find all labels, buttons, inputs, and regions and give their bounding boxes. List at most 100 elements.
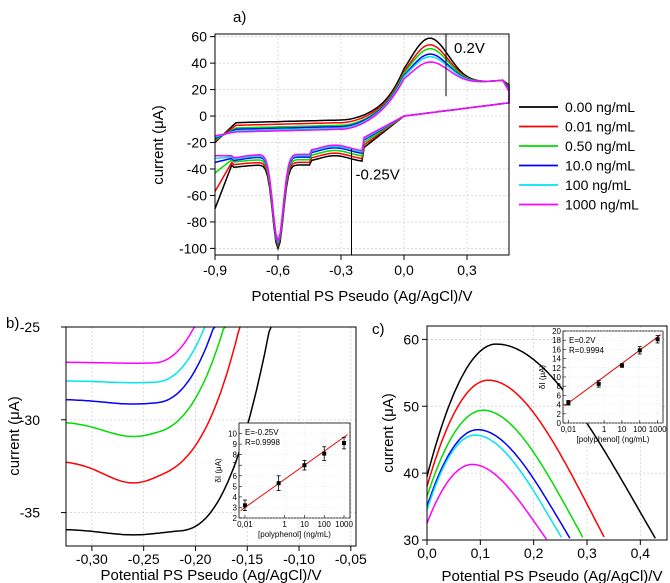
panel-b-xtick-label: -0,15 — [231, 551, 263, 567]
panel-a-xtick-label: 0,0 — [394, 262, 414, 278]
panel-b-inset-point — [276, 481, 281, 486]
panel-b-xtick-label: -0,10 — [283, 551, 315, 567]
panel-a-frame — [214, 33, 510, 256]
panel-c-inset-ytick-label: 16 — [552, 345, 561, 354]
panel-b-series-line — [65, 326, 226, 438]
panel-c-series-line — [426, 343, 656, 539]
panel-b-inset-xtick-label: 100 — [318, 520, 332, 529]
panel-a-ytick-label: 20 — [191, 82, 207, 98]
panel-c-xtick-label: 0,4 — [631, 545, 651, 561]
panel-c-xlabel: Potential PS Pseudo (Ag/AgCl)/V — [442, 568, 663, 583]
panel-c-series-line — [426, 379, 605, 538]
legend-entry: 100 ng/mL — [565, 177, 631, 193]
panel-c-xtick-label: 0,0 — [417, 545, 437, 561]
panel-b-inset-ytick-label: 10 — [228, 430, 237, 439]
legend-entry: 10.0 ng/mL — [565, 158, 635, 174]
panel-c-inset-xtick-label: 100 — [633, 425, 647, 434]
panel-b-inset-frame — [238, 422, 351, 519]
panel-b-inset-point — [322, 451, 327, 456]
panel-b-inset-point — [302, 463, 307, 468]
panel-b-inset-ytick-label: 4 — [233, 493, 238, 502]
panel-b-frame — [65, 326, 357, 547]
panel-c-inset-point — [619, 363, 624, 368]
panel-b-inset-annotation: E=-0.25V — [245, 428, 279, 437]
panel-a-ytick-label: -20 — [187, 135, 207, 151]
panel-b-inset-ytick-label: 6 — [233, 472, 238, 481]
panel-b-ylabel: current (μA) — [6, 396, 23, 476]
panel-b-inset-ytick-label: 9 — [233, 440, 238, 449]
panel-a: a) 0.2V -0.25V -0,9 -0,6 -0,3 0,0 0,3 -100 -80 -… — [150, 9, 639, 305]
panel-c-inset-xtick-label: 1000 — [649, 425, 667, 434]
panel-c-xtick-label: 0,1 — [471, 545, 491, 561]
panel-c-inset-ytick-label: 2 — [557, 410, 562, 419]
panel-b-inset-xtick-label: 1 — [282, 520, 287, 529]
panel-b-xlabel: Potential PS Pseudo (Ag/AgCl)/V — [101, 567, 322, 583]
legend-entry: 1000 ng/mL — [565, 197, 639, 213]
panel-b-inset-annotation: R=0.9998 — [245, 438, 280, 447]
panel-a-ytick-label: -40 — [187, 161, 207, 177]
panel-b-series-line — [65, 326, 241, 484]
panel-a-ytick-label: -80 — [187, 214, 207, 230]
panel-c-inset-ylabel: δI (μA) — [538, 365, 547, 390]
panel-c-inset-annotation: E=0.2V — [569, 336, 596, 345]
panel-b-inset-xtick-label: 10 — [300, 520, 309, 529]
panel-a-ytick-label: -100 — [179, 240, 207, 256]
panel-c-inset-point — [655, 337, 660, 342]
panel-c-inset-xlabel: [polyphenol] (ng/mL) — [577, 435, 650, 444]
panel-b-inset-xtick-label: 1000 — [335, 520, 353, 529]
panel-c-xtick-label: 0,3 — [577, 545, 597, 561]
panel-b-xtick-label: -0,05 — [335, 551, 367, 567]
panel-a-annotation-0.2V: 0.2V — [454, 40, 485, 57]
panel-a-series-line — [214, 61, 510, 244]
panel-c-inset-ytick-label: 18 — [552, 336, 561, 345]
legend-entry: 0.00 ng/mL — [565, 99, 635, 115]
panel-b-xtick-label: -0,30 — [76, 551, 108, 567]
panel-c-inset-fit-line — [564, 334, 662, 407]
panel-c-inset-ytick-label: 6 — [557, 391, 562, 400]
panel-c-inset-point — [566, 400, 571, 405]
panel-a-ylabel: current (μA) — [150, 105, 167, 185]
panel-c-label: c) — [372, 321, 385, 338]
panel-c-inset-ytick-label: 8 — [557, 382, 562, 391]
panel-b-label: b) — [6, 315, 19, 332]
panel-c-inset-ytick-label: 10 — [552, 373, 561, 382]
panel-b-inset-fit-line — [240, 434, 348, 512]
panel-c-inset-ytick-label: 0 — [557, 419, 562, 428]
panel-b-inset-xtick-label: 0,01 — [237, 520, 253, 529]
panel-c-inset-ytick-label: 4 — [557, 401, 562, 410]
panel-c-series-line — [426, 428, 571, 539]
panel-c-ytick-label: 50 — [403, 398, 419, 414]
panel-b-series-line — [65, 326, 272, 536]
panel-c-inset-point — [596, 381, 601, 386]
panel-c-inset-ytick-label: 14 — [552, 355, 561, 364]
panel-b-ytick-label: -30 — [20, 412, 40, 428]
legend: 0.00 ng/mL 0.01 ng/mL 0.50 ng/mL 10.0 ng/mL… — [519, 99, 639, 213]
panel-a-series-line — [214, 37, 510, 251]
panel-c-inset-xtick-label: 0,01 — [561, 425, 577, 434]
panel-b-inset-ytick-label: 7 — [233, 461, 238, 470]
panel-c-inset-ytick-label: 20 — [552, 327, 561, 336]
panel-b-inset-ytick-label: 8 — [233, 451, 238, 460]
panel-a-xtick-label: -0,9 — [203, 262, 227, 278]
panel-a-ytick-label: -60 — [187, 187, 207, 203]
panel-c-ytick-label: 60 — [403, 331, 419, 347]
panel-c-xtick-label: 0,2 — [524, 545, 544, 561]
panel-c-inset-frame — [562, 330, 664, 424]
panel-c-frame — [426, 325, 668, 541]
panel-b-ytick-label: -25 — [20, 319, 40, 335]
panel-c-series-line — [426, 409, 584, 538]
panel-c-ylabel: current (μA) — [380, 393, 397, 473]
panel-c-inset-point — [637, 348, 642, 353]
panel-b-inset-ytick-label: 2 — [233, 514, 238, 523]
panel-a-ytick-label: 0 — [199, 108, 207, 124]
panel-b: b) -0,30 -0,25 -0,20 -0,15 -0,10 -0,05 -35 -30 -… — [6, 315, 367, 583]
panel-a-ytick-label: 40 — [191, 55, 207, 71]
panel-c-inset-annotation: R=0.9994 — [569, 346, 604, 355]
panel-b-xtick-label: -0,20 — [180, 551, 212, 567]
panel-a-xtick-label: -0,3 — [329, 262, 353, 278]
panel-a-ytick-label: 60 — [191, 29, 207, 45]
panel-b-inset-point — [242, 503, 247, 508]
panel-a-xlabel: Potential PS Pseudo (Ag/AgCl)/V — [252, 288, 473, 305]
